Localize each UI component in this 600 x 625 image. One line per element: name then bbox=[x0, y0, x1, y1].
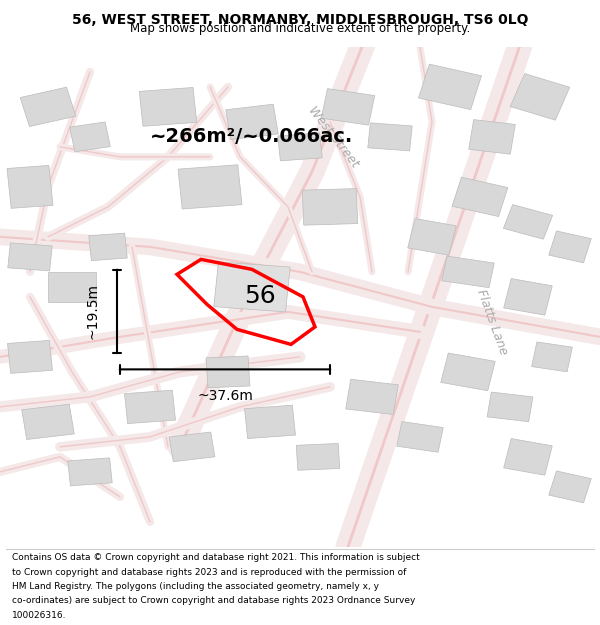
Polygon shape bbox=[169, 432, 215, 462]
Polygon shape bbox=[487, 392, 533, 422]
Polygon shape bbox=[68, 458, 112, 486]
Text: Map shows position and indicative extent of the property.: Map shows position and indicative extent… bbox=[130, 22, 470, 35]
Polygon shape bbox=[20, 88, 76, 126]
Text: 56: 56 bbox=[244, 284, 276, 308]
Polygon shape bbox=[7, 166, 53, 208]
Polygon shape bbox=[441, 353, 495, 391]
Polygon shape bbox=[504, 439, 552, 475]
Polygon shape bbox=[302, 189, 358, 225]
Text: Contains OS data © Crown copyright and database right 2021. This information is : Contains OS data © Crown copyright and d… bbox=[12, 553, 420, 562]
Text: ~19.5m: ~19.5m bbox=[85, 283, 99, 339]
Text: to Crown copyright and database rights 2023 and is reproduced with the permissio: to Crown copyright and database rights 2… bbox=[12, 568, 406, 577]
Polygon shape bbox=[178, 165, 242, 209]
Text: ~266m²/~0.066ac.: ~266m²/~0.066ac. bbox=[151, 127, 353, 146]
Polygon shape bbox=[125, 390, 175, 424]
Polygon shape bbox=[22, 404, 74, 439]
Text: West Street: West Street bbox=[305, 104, 361, 170]
Polygon shape bbox=[504, 279, 552, 315]
Polygon shape bbox=[89, 233, 127, 261]
Polygon shape bbox=[532, 342, 572, 372]
Polygon shape bbox=[397, 421, 443, 452]
Polygon shape bbox=[503, 204, 553, 239]
Polygon shape bbox=[549, 231, 591, 263]
Text: ~37.6m: ~37.6m bbox=[197, 389, 253, 403]
Polygon shape bbox=[452, 177, 508, 216]
Polygon shape bbox=[368, 123, 412, 151]
Polygon shape bbox=[469, 119, 515, 154]
Polygon shape bbox=[8, 341, 52, 373]
Polygon shape bbox=[549, 471, 591, 503]
Polygon shape bbox=[510, 74, 570, 120]
Text: HM Land Registry. The polygons (including the associated geometry, namely x, y: HM Land Registry. The polygons (includin… bbox=[12, 582, 379, 591]
Polygon shape bbox=[48, 272, 96, 302]
Polygon shape bbox=[70, 122, 110, 152]
Polygon shape bbox=[296, 444, 340, 470]
Polygon shape bbox=[278, 133, 322, 161]
Polygon shape bbox=[226, 104, 278, 139]
Polygon shape bbox=[442, 256, 494, 288]
Polygon shape bbox=[418, 64, 482, 109]
Polygon shape bbox=[214, 262, 290, 312]
Polygon shape bbox=[139, 88, 197, 126]
Text: Flatts Lane: Flatts Lane bbox=[474, 288, 510, 356]
Text: 56, WEST STREET, NORMANBY, MIDDLESBROUGH, TS6 0LQ: 56, WEST STREET, NORMANBY, MIDDLESBROUGH… bbox=[72, 13, 528, 27]
Polygon shape bbox=[8, 243, 52, 271]
Polygon shape bbox=[346, 379, 398, 414]
Polygon shape bbox=[245, 405, 295, 439]
Polygon shape bbox=[206, 356, 250, 388]
Text: 100026316.: 100026316. bbox=[12, 611, 67, 620]
Polygon shape bbox=[321, 89, 375, 125]
Text: co-ordinates) are subject to Crown copyright and database rights 2023 Ordnance S: co-ordinates) are subject to Crown copyr… bbox=[12, 596, 415, 606]
Polygon shape bbox=[408, 219, 456, 255]
